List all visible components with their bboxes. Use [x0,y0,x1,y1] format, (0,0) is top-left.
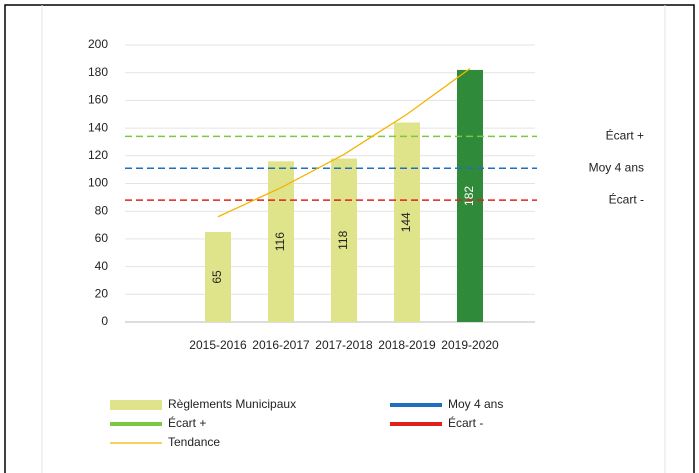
legend-label: Règlements Municipaux [168,397,296,411]
y-tick-label: 60 [95,231,109,245]
y-tick-label: 140 [88,120,108,134]
data-label: 65 [210,270,224,284]
bar [394,122,420,322]
bar [457,69,483,323]
y-tick-label: 160 [88,93,108,107]
x-tick-label: 2019-2020 [441,338,499,352]
legend-label: Écart - [448,415,483,430]
x-tick-label: 2016-2017 [252,338,310,352]
data-label: 116 [273,232,287,251]
legend-swatch [110,400,162,410]
y-tick-label: 40 [95,259,109,273]
y-tick-label: 0 [101,314,108,328]
x-tick-label: 2015-2016 [189,338,247,352]
x-tick-label: 2017-2018 [315,338,373,352]
bar [205,231,231,322]
data-label: 118 [336,230,350,249]
frame [4,4,695,473]
reference-label: Moy 4 ans [589,160,644,174]
data-label: 144 [399,212,413,232]
bar [331,158,357,322]
x-tick-label: 2018-2019 [378,338,436,352]
reference-label: Écart - [609,191,644,206]
y-tick-label: 180 [88,65,108,79]
y-tick-label: 200 [88,37,108,51]
trend-line [217,68,471,218]
y-tick-label: 100 [88,176,108,190]
legend-label: Tendance [168,435,220,449]
legend-label: Moy 4 ans [448,397,503,411]
y-tick-label: 120 [88,148,108,162]
reference-label: Écart + [606,128,644,143]
y-tick-label: 20 [95,286,109,300]
data-label: 182 [462,186,476,206]
legend-label: Écart + [168,415,206,430]
y-tick-label: 80 [95,203,109,217]
